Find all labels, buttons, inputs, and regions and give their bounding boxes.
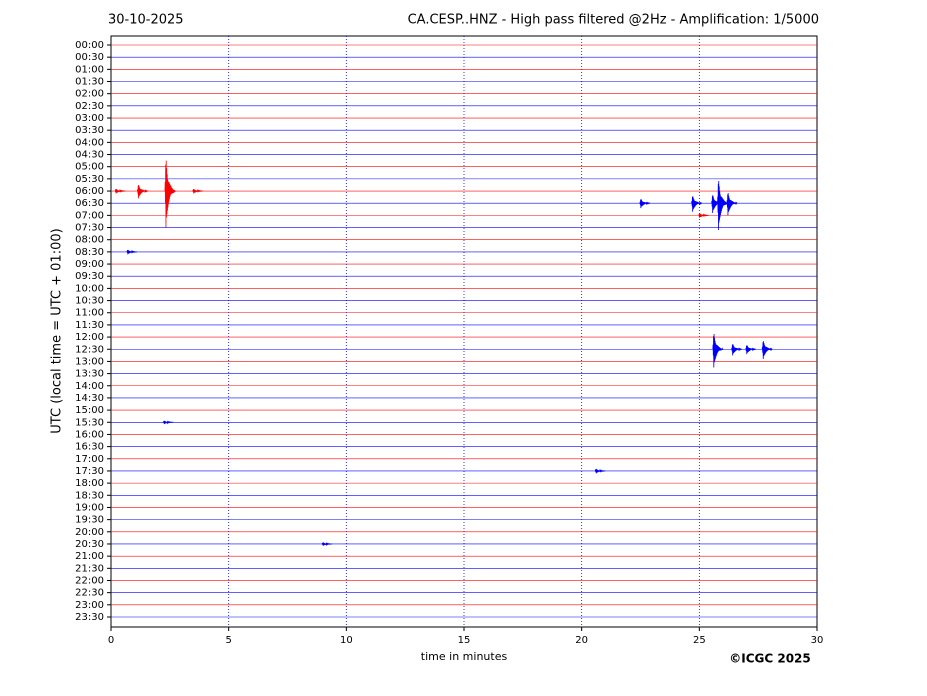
y-tick-label: 13:00 — [75, 356, 104, 367]
copyright: ©ICGC 2025 — [729, 652, 811, 666]
y-tick-label: 17:30 — [75, 466, 104, 477]
y-tick-label: 18:00 — [75, 478, 104, 489]
y-tick-label: 15:30 — [75, 417, 104, 428]
seismic-event — [164, 160, 176, 228]
y-tick-label: 01:30 — [75, 77, 104, 88]
seismic-event — [594, 468, 606, 474]
y-tick-label: 05:00 — [75, 162, 104, 173]
x-tick-label: 5 — [225, 635, 231, 646]
y-tick-label: 03:00 — [75, 113, 104, 124]
y-tick-label: 16:00 — [75, 429, 104, 440]
y-tick-label: 22:00 — [75, 575, 104, 586]
y-tick-label: 12:00 — [75, 332, 104, 343]
y-tick-label: 03:30 — [75, 125, 104, 136]
y-tick-label: 11:00 — [75, 308, 104, 319]
y-tick-label: 11:30 — [75, 320, 104, 331]
seismic-event — [162, 420, 174, 425]
y-tick-label: 09:30 — [75, 271, 104, 282]
y-tick-label: 04:30 — [75, 150, 104, 161]
y-tick-label: 02:30 — [75, 101, 104, 112]
y-tick-label: 01:00 — [75, 64, 104, 75]
y-tick-label: 23:30 — [75, 612, 104, 623]
y-tick-label: 05:30 — [75, 174, 104, 185]
seismic-event — [321, 542, 333, 547]
plot-frame — [110, 35, 818, 628]
seismic-event — [639, 199, 651, 209]
y-tick-label: 21:30 — [75, 563, 104, 574]
seismic-event — [731, 344, 742, 356]
y-tick-label: 15:00 — [75, 405, 104, 416]
y-tick-label: 06:00 — [75, 186, 104, 197]
chart-title: CA.CESP..HNZ - High pass filtered @2Hz -… — [408, 13, 819, 28]
y-tick-label: 18:30 — [75, 490, 104, 501]
seismic-event — [712, 334, 724, 368]
y-axis-label: UTC (local time = UTC + 01:00) — [50, 228, 65, 433]
y-tick-label: 02:00 — [75, 89, 104, 100]
y-tick-label: 21:00 — [75, 551, 104, 562]
seismic-event — [761, 341, 773, 359]
x-tick-label: 10 — [340, 635, 353, 646]
seismic-event — [698, 213, 709, 218]
y-tick-label: 07:00 — [75, 210, 104, 221]
date: 30-10-2025 — [108, 13, 184, 28]
x-tick-label: 30 — [811, 635, 824, 646]
y-tick-label: 04:00 — [75, 137, 104, 148]
y-tick-label: 00:30 — [75, 52, 104, 63]
y-tick-label: 22:30 — [75, 588, 104, 599]
y-tick-label: 00:00 — [75, 40, 104, 51]
y-tick-label: 16:30 — [75, 442, 104, 453]
seismic-event — [126, 249, 137, 255]
seismic-event — [726, 193, 738, 216]
x-tick-label: 20 — [575, 635, 588, 646]
y-tick-label: 08:30 — [75, 247, 104, 258]
y-tick-label: 08:00 — [75, 235, 104, 246]
y-tick-label: 13:30 — [75, 369, 104, 380]
seismic-event — [137, 184, 148, 199]
seismic-event — [717, 180, 728, 230]
seismic-event — [745, 345, 757, 355]
y-tick-label: 09:00 — [75, 259, 104, 270]
seismic-event — [114, 188, 126, 194]
y-tick-label: 23:00 — [75, 600, 104, 611]
y-tick-label: 10:00 — [75, 283, 104, 294]
y-tick-label: 19:00 — [75, 502, 104, 513]
y-tick-label: 19:30 — [75, 515, 104, 526]
x-tick-label: 15 — [458, 635, 471, 646]
y-tick-label: 12:30 — [75, 344, 104, 355]
y-tick-label: 10:30 — [75, 296, 104, 307]
y-tick-label: 20:30 — [75, 539, 104, 550]
y-tick-label: 17:00 — [75, 454, 104, 465]
seismic-event — [192, 188, 203, 194]
x-axis-label: time in minutes — [421, 650, 508, 663]
x-tick-label: 25 — [693, 635, 706, 646]
y-tick-label: 14:30 — [75, 393, 104, 404]
y-tick-label: 14:00 — [75, 381, 104, 392]
x-tick-label: 0 — [108, 635, 114, 646]
seismic-event — [691, 196, 702, 212]
y-tick-label: 07:30 — [75, 223, 104, 234]
y-tick-label: 20:00 — [75, 527, 104, 538]
y-tick-label: 06:30 — [75, 198, 104, 209]
